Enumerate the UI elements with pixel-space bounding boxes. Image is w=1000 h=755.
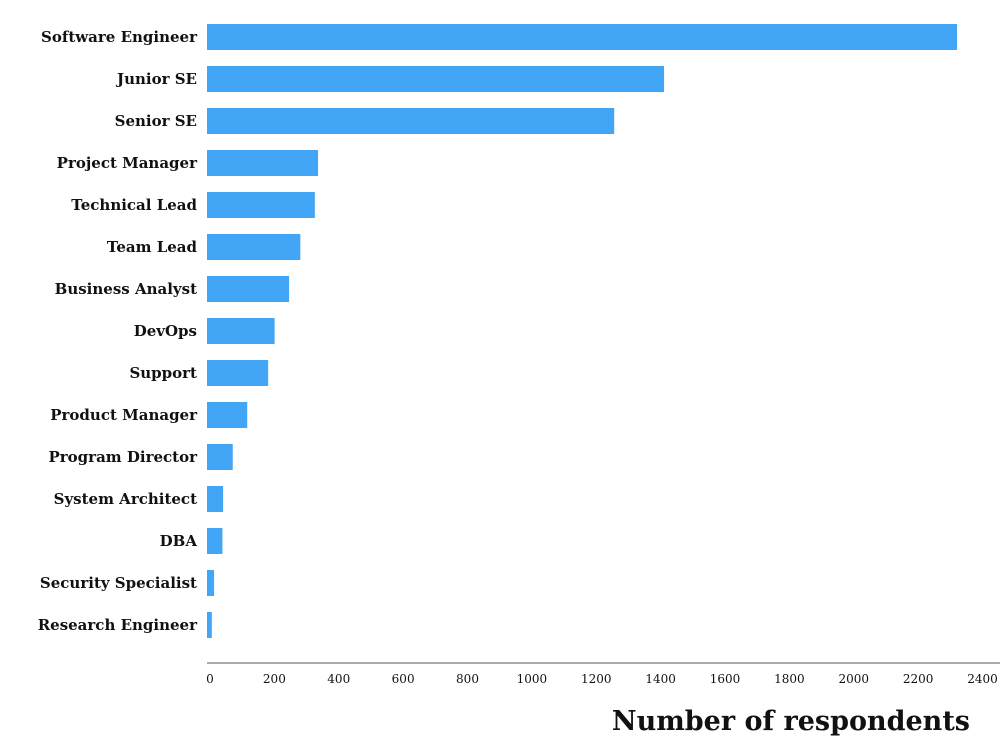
x-tick-label: 0 xyxy=(206,672,214,686)
bar-software-engineer xyxy=(207,24,957,50)
x-tick-labels-group: 0 200 400 600 800 1000 1200 1400 1600 1800 2000 220… xyxy=(206,672,998,686)
bar-project-manager xyxy=(207,150,319,176)
x-tick-label: 1200 xyxy=(581,672,612,686)
x-tick-label: 1000 xyxy=(517,672,548,686)
bar-senior-se xyxy=(207,108,615,134)
x-tick-label: 400 xyxy=(327,672,350,686)
category-label: Senior SE xyxy=(115,112,197,130)
bar-support xyxy=(207,360,269,386)
category-label: Security Specialist xyxy=(40,574,197,592)
category-label: Program Director xyxy=(48,448,198,466)
bar-program-director xyxy=(207,444,233,470)
bar-dba xyxy=(207,528,223,554)
category-label: Project Manager xyxy=(57,154,198,172)
category-label: DevOps xyxy=(134,322,197,340)
x-tick-label: 800 xyxy=(456,672,479,686)
x-tick-label: 1400 xyxy=(645,672,676,686)
bar-research-engineer xyxy=(207,612,212,638)
bar-system-architect xyxy=(207,486,224,512)
bar-product-manager xyxy=(207,402,248,428)
category-label: Team Lead xyxy=(107,238,198,256)
category-label: DBA xyxy=(160,532,198,550)
category-label: Business Analyst xyxy=(55,280,197,298)
x-tick-label: 200 xyxy=(263,672,286,686)
x-tick-label: 600 xyxy=(392,672,415,686)
bar-technical-lead xyxy=(207,192,315,218)
bar-team-lead xyxy=(207,234,301,260)
bar-junior-se xyxy=(207,66,665,92)
x-tick-label: 1800 xyxy=(774,672,805,686)
category-label: Product Manager xyxy=(50,406,198,424)
category-label: System Architect xyxy=(54,490,197,508)
bar-devops xyxy=(207,318,275,344)
category-label: Technical Lead xyxy=(71,196,197,214)
x-tick-label: 2200 xyxy=(903,672,934,686)
x-tick-label: 2400 xyxy=(967,672,998,686)
x-tick-label: 1600 xyxy=(710,672,741,686)
x-tick-label: 2000 xyxy=(839,672,870,686)
bar-security-specialist xyxy=(207,570,215,596)
x-axis-title: Number of respondents xyxy=(612,706,970,737)
category-label: Junior SE xyxy=(115,70,197,88)
bars-group xyxy=(207,24,957,638)
bar-business-analyst xyxy=(207,276,290,302)
category-label: Research Engineer xyxy=(38,616,198,634)
category-labels-group: Software Engineer Junior SE Senior SE Proje… xyxy=(38,28,198,634)
category-label: Software Engineer xyxy=(41,28,198,46)
category-label: Support xyxy=(129,364,197,382)
